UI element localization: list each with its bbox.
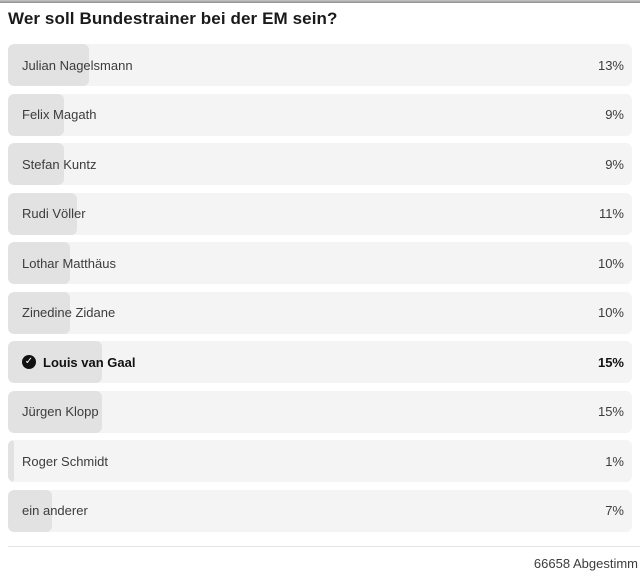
- option-label: Rudi Völler: [22, 206, 86, 221]
- option-label: Zinedine Zidane: [22, 305, 115, 320]
- poll-question-title: Wer soll Bundestrainer bei der EM sein?: [8, 9, 338, 28]
- option-text: Jürgen Klopp: [22, 404, 99, 419]
- result-bar: [8, 440, 15, 482]
- poll-option-row[interactable]: Felix Magath 9%: [8, 93, 632, 136]
- option-label: ein anderer: [22, 503, 88, 518]
- poll-option-row[interactable]: Stefan Kuntz 9%: [8, 143, 632, 185]
- poll-options: Julian Nagelsmann 13% Felix Magath 9% St…: [8, 44, 632, 532]
- row-content: Lothar Matthäus 10%: [8, 242, 632, 284]
- result-bar: [8, 93, 65, 136]
- row-content: ✓ Louis van Gaal 15%: [8, 341, 632, 383]
- total-votes-label: 66658 Abgestimm: [533, 555, 638, 571]
- poll-option-row[interactable]: Zinedine Zidane 10%: [8, 291, 632, 334]
- result-bar: [8, 489, 52, 532]
- option-percent: 13%: [597, 57, 624, 73]
- poll-option-row[interactable]: ✓ Louis van Gaal 15%: [8, 341, 632, 383]
- option-percent: 9%: [605, 107, 624, 122]
- option-text: Stefan Kuntz: [22, 156, 97, 172]
- option-label: Jürgen Klopp: [22, 404, 99, 419]
- row-content: Julian Nagelsmann 13%: [8, 44, 632, 86]
- option-percent: 15%: [597, 354, 624, 370]
- option-percent: 15%: [597, 404, 624, 419]
- option-percent: 7%: [605, 503, 624, 518]
- result-bar: [8, 242, 71, 284]
- option-label: Stefan Kuntz: [22, 157, 96, 172]
- option-label: Julian Nagelsmann: [22, 58, 133, 73]
- row-content: Zinedine Zidane 10%: [8, 292, 632, 334]
- result-bar: [8, 192, 77, 235]
- option-percent: 1%: [605, 453, 624, 469]
- option-percent: 10%: [597, 305, 624, 320]
- result-bar: [8, 291, 71, 334]
- option-label: Lothar Matthäus: [22, 256, 116, 271]
- option-text: Zinedine Zidane: [22, 305, 116, 320]
- option-text: Lothar Matthäus: [22, 255, 116, 271]
- option-label: Felix Magath: [22, 107, 96, 122]
- result-bar: [8, 390, 102, 433]
- option-label: ✓ Louis van Gaal: [22, 355, 135, 370]
- option-percent: 11%: [598, 206, 624, 221]
- row-content: Felix Magath 9%: [8, 94, 632, 136]
- option-percent: 9%: [605, 156, 624, 172]
- option-text: Julian Nagelsmann: [22, 57, 133, 73]
- result-bar: [8, 44, 90, 86]
- footer-divider: [8, 545, 640, 547]
- poll-option-row[interactable]: Rudi Völler 11%: [8, 192, 632, 235]
- poll-option-row[interactable]: Jürgen Klopp 15%: [8, 390, 632, 433]
- option-text: ein anderer: [22, 503, 88, 518]
- row-content: Roger Schmidt 1%: [8, 440, 632, 482]
- poll-option-row[interactable]: ein anderer 7%: [8, 489, 632, 532]
- top-divider-strip: [0, 0, 640, 3]
- poll-option-row[interactable]: Roger Schmidt 1%: [8, 440, 632, 482]
- option-label: Roger Schmidt: [22, 454, 108, 469]
- option-percent: 10%: [597, 255, 624, 271]
- row-content: Rudi Völler 11%: [8, 193, 632, 235]
- poll-option-row[interactable]: Lothar Matthäus 10%: [8, 242, 632, 284]
- result-bar: [8, 143, 65, 185]
- option-text: Felix Magath: [22, 107, 97, 122]
- check-icon: ✓: [22, 355, 36, 369]
- row-content: Stefan Kuntz 9%: [8, 143, 632, 185]
- option-text: Rudi Völler: [22, 206, 86, 221]
- row-content: ein anderer 7%: [8, 490, 632, 532]
- option-text: Louis van Gaal: [43, 354, 136, 370]
- option-text: Roger Schmidt: [22, 453, 108, 469]
- poll-option-row[interactable]: Julian Nagelsmann 13%: [8, 44, 632, 86]
- row-content: Jürgen Klopp 15%: [8, 391, 632, 433]
